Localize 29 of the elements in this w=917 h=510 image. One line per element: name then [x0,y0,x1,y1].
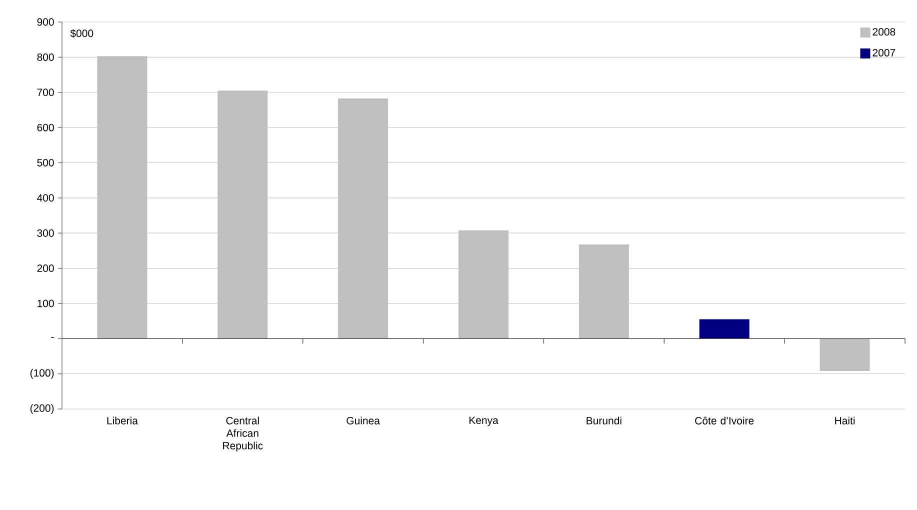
y-tick-label: 700 [37,88,54,96]
y-tick-label: (100) [30,368,54,379]
legend-label: 2008 [872,28,896,36]
y-tick-label: 100 [38,300,54,308]
bar [820,338,870,372]
y-tick-label: 400 [37,194,54,202]
bar [458,230,509,339]
legend-label: 2007 [872,49,896,56]
bar [338,98,388,339]
bar [578,244,629,339]
y-tick-label: 500 [37,159,54,166]
x-tick-label: Guinea [346,416,380,424]
bar [218,90,268,339]
y-axis-title: $000 [70,29,94,38]
x-tick-label: Côte d’Ivoire [695,416,754,424]
y-tick-label: 200 [37,264,54,272]
y-tick-label: 600 [37,124,54,132]
x-tick-label: Central African Republic [223,416,263,452]
bar [97,56,148,339]
x-tick-label: Burundi [586,416,622,424]
y-tick-label: (200) [30,404,54,414]
x-tick-label: Liberia [107,416,138,424]
bar [699,319,750,339]
y-tick-label: - [51,337,54,338]
y-tick-label: 300 [37,229,54,237]
y-tick-label: 800 [37,53,54,61]
x-tick-label: Haiti [835,416,855,424]
x-tick-label: Kenya [469,416,498,426]
y-tick-label: 900 [37,18,54,26]
